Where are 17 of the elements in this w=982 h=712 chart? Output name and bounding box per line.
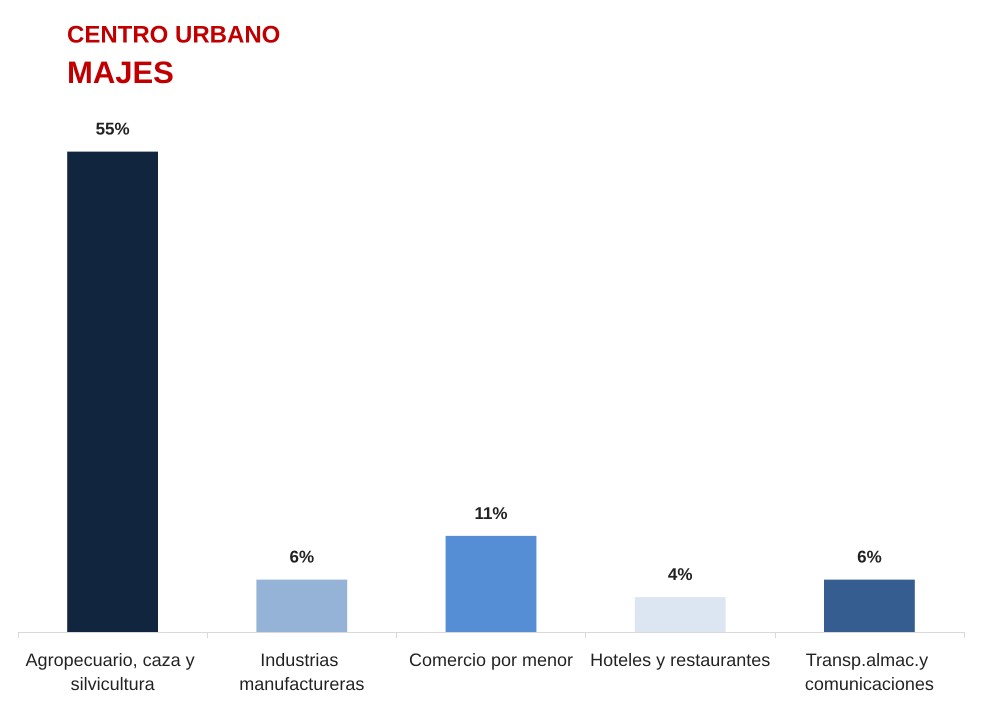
x-tick-label: Agropecuario, caza y silvicultura bbox=[26, 650, 200, 694]
chart-title: CENTRO URBANO bbox=[67, 22, 280, 48]
bar bbox=[634, 597, 726, 632]
bar bbox=[446, 536, 536, 632]
x-tick-label: Hoteles y restaurantes bbox=[590, 650, 770, 670]
data-label: 11% bbox=[474, 504, 508, 523]
x-tick-label: Transp.almac.y comunicaciones bbox=[804, 650, 934, 694]
x-tick-label: Comercio por menor bbox=[408, 650, 574, 670]
bar bbox=[824, 580, 915, 632]
x-tick-label: Industrias manufactureras bbox=[239, 650, 364, 694]
data-label: 6% bbox=[857, 548, 882, 567]
bar bbox=[256, 580, 348, 632]
data-label: 55% bbox=[96, 120, 130, 139]
data-label: 4% bbox=[668, 565, 692, 584]
data-label: 6% bbox=[290, 548, 314, 567]
bar bbox=[67, 152, 158, 632]
chart-subtitle: MAJES bbox=[67, 55, 174, 90]
